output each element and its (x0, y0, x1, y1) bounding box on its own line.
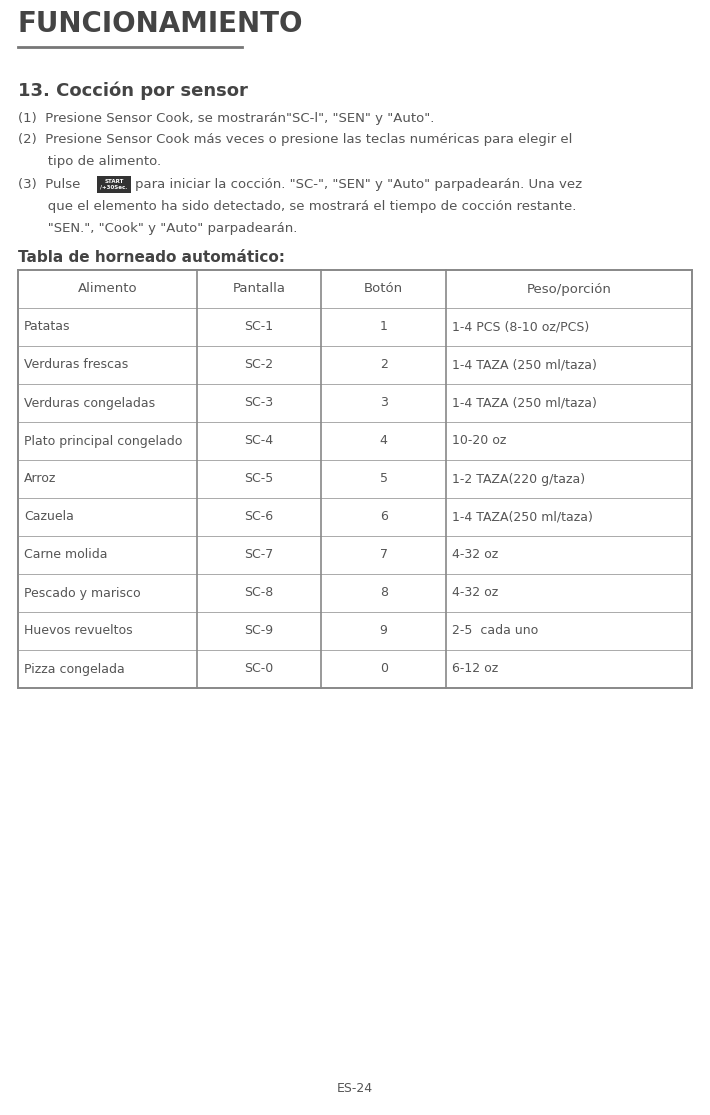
Text: Pizza congelada: Pizza congelada (24, 662, 125, 676)
Text: Verduras frescas: Verduras frescas (24, 359, 129, 371)
Text: Verduras congeladas: Verduras congeladas (24, 397, 155, 409)
Text: 1-4 TAZA(250 ml/taza): 1-4 TAZA(250 ml/taza) (452, 511, 593, 524)
Text: Alimento: Alimento (77, 282, 137, 295)
Text: 1-4 PCS (8-10 oz/PCS): 1-4 PCS (8-10 oz/PCS) (452, 320, 589, 333)
Text: Cazuela: Cazuela (24, 511, 74, 524)
Text: START
/+30Sec.: START /+30Sec. (100, 180, 128, 190)
Text: (2)  Presione Sensor Cook más veces o presione las teclas numéricas para elegir : (2) Presione Sensor Cook más veces o pre… (18, 133, 572, 146)
Text: Tabla de horneado automático:: Tabla de horneado automático: (18, 250, 285, 265)
Text: 1-4 TAZA (250 ml/taza): 1-4 TAZA (250 ml/taza) (452, 359, 597, 371)
Text: 5: 5 (380, 473, 388, 485)
Text: 0: 0 (380, 662, 388, 676)
Text: (1)  Presione Sensor Cook, se mostrarán"SC-l", "SEN" y "Auto".: (1) Presione Sensor Cook, se mostrarán"S… (18, 112, 435, 125)
Text: Botón: Botón (364, 282, 403, 295)
Text: SC-2: SC-2 (244, 359, 273, 371)
Text: que el elemento ha sido detectado, se mostrará el tiempo de cocción restante.: que el elemento ha sido detectado, se mo… (18, 200, 577, 213)
Text: Patatas: Patatas (24, 320, 70, 333)
Text: 4-32 oz: 4-32 oz (452, 549, 498, 562)
Text: 1-4 TAZA (250 ml/taza): 1-4 TAZA (250 ml/taza) (452, 397, 597, 409)
Text: Plato principal congelado: Plato principal congelado (24, 435, 182, 447)
Text: 4: 4 (380, 435, 388, 447)
Text: para iniciar la cocción. "SC-", "SEN" y "Auto" parpadearán. Una vez: para iniciar la cocción. "SC-", "SEN" y … (135, 178, 582, 191)
Text: Pantalla: Pantalla (232, 282, 285, 295)
Text: ES-24: ES-24 (337, 1082, 373, 1095)
Text: 2: 2 (380, 359, 388, 371)
Bar (18, 270, 692, 688)
Text: 10-20 oz: 10-20 oz (452, 435, 506, 447)
Text: 6-12 oz: 6-12 oz (452, 662, 498, 676)
Text: SC-4: SC-4 (244, 435, 273, 447)
Text: 6: 6 (380, 511, 388, 524)
Text: Huevos revueltos: Huevos revueltos (24, 624, 133, 638)
Text: 2-5  cada uno: 2-5 cada uno (452, 624, 538, 638)
Text: tipo de alimento.: tipo de alimento. (18, 155, 161, 168)
Text: SC-0: SC-0 (244, 662, 273, 676)
Text: "SEN.", "Cook" y "Auto" parpadearán.: "SEN.", "Cook" y "Auto" parpadearán. (18, 222, 297, 235)
Text: SC-6: SC-6 (244, 511, 273, 524)
Text: SC-9: SC-9 (244, 624, 273, 638)
Text: Carne molida: Carne molida (24, 549, 107, 562)
Text: 1-2 TAZA(220 g/taza): 1-2 TAZA(220 g/taza) (452, 473, 585, 485)
Text: SC-1: SC-1 (244, 320, 273, 333)
Text: 8: 8 (380, 586, 388, 600)
Text: 3: 3 (380, 397, 388, 409)
Text: 9: 9 (380, 624, 388, 638)
FancyBboxPatch shape (97, 176, 131, 193)
Text: 13. Cocción por sensor: 13. Cocción por sensor (18, 83, 248, 100)
Text: 4-32 oz: 4-32 oz (452, 586, 498, 600)
Text: 7: 7 (380, 549, 388, 562)
Text: (3)  Pulse: (3) Pulse (18, 178, 80, 191)
Text: FUNCIONAMIENTO: FUNCIONAMIENTO (18, 10, 303, 38)
Text: SC-3: SC-3 (244, 397, 273, 409)
Text: Arroz: Arroz (24, 473, 56, 485)
Text: Peso/porción: Peso/porción (527, 282, 611, 295)
Text: SC-5: SC-5 (244, 473, 273, 485)
Text: SC-7: SC-7 (244, 549, 273, 562)
Text: Pescado y marisco: Pescado y marisco (24, 586, 141, 600)
Text: 1: 1 (380, 320, 388, 333)
Text: SC-8: SC-8 (244, 586, 273, 600)
